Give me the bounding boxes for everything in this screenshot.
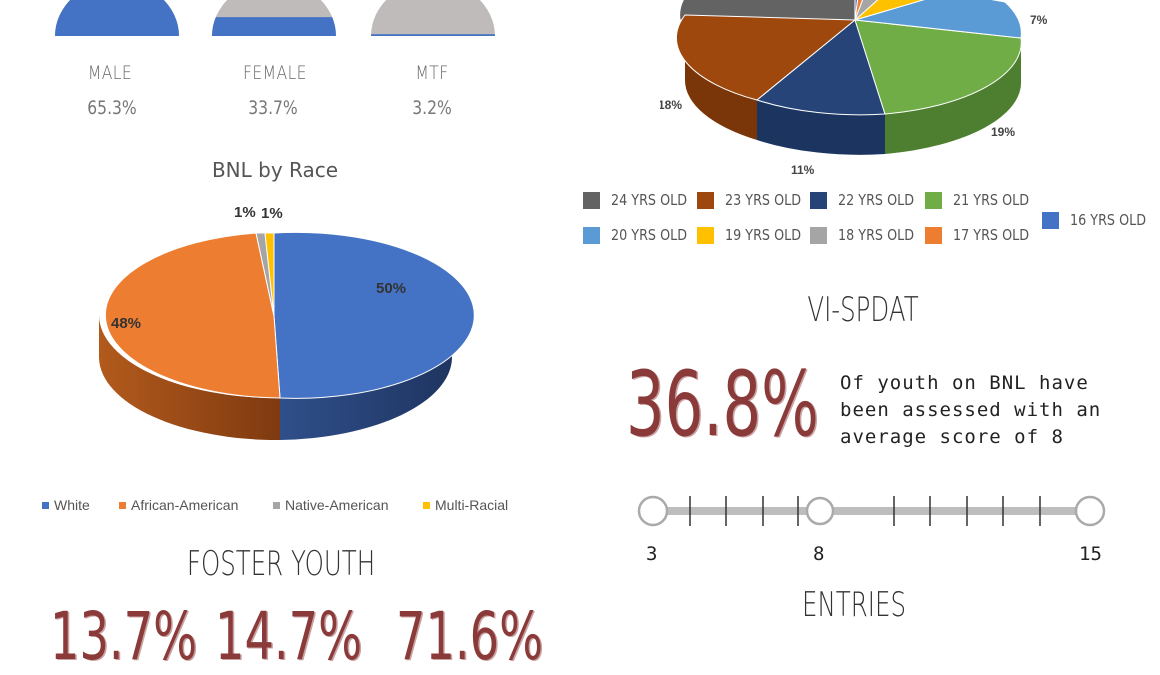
legend-swatch-icon — [119, 501, 126, 509]
scale-max-label: 15 — [1079, 543, 1102, 565]
entries-title: ENTRIES — [802, 585, 906, 625]
age-legend-19: 19 YRS OLD — [697, 226, 814, 244]
race-slice-multi-racial — [264, 232, 275, 317]
gender-fill-male — [55, 0, 179, 36]
legend-swatch-icon — [42, 501, 49, 509]
scale-max-marker — [1074, 495, 1106, 527]
race-slice-african-american — [104, 232, 281, 399]
age-slice-21 — [854, 19, 1022, 115]
gender-value-female: 33.7% — [248, 97, 298, 119]
age-legend-24: 24 YRS OLD — [583, 191, 700, 209]
gender-label-male: MALE — [87, 62, 133, 84]
gender-value-male: 65.3% — [87, 97, 137, 119]
age-side-23 — [684, 40, 757, 140]
race-legend-multi-racial: Multi-Racial — [423, 497, 508, 513]
vispdat-description: Of youth on BNL have been assessed with … — [840, 370, 1101, 451]
age-pie-chart: 18% 11% 19% 7% — [660, 0, 1048, 177]
age-legend-23: 23 YRS OLD — [697, 191, 814, 209]
age-slice-16 — [854, 0, 859, 21]
vispdat-description-line: average score of 8 — [840, 426, 1064, 448]
vispdat-description-line: Of youth on BNL have — [840, 372, 1089, 394]
scale-average-marker — [805, 496, 835, 526]
legend-swatch-icon — [810, 226, 827, 244]
vispdat-description-line: been assessed with an — [840, 399, 1102, 421]
legend-swatch-icon — [925, 191, 942, 209]
scale-mid-label: 8 — [813, 543, 825, 565]
gender-label-mtf: MTF — [415, 62, 449, 84]
age-slice-22 — [755, 19, 886, 116]
legend-swatch-icon — [423, 501, 430, 509]
legend-swatch-icon — [697, 191, 714, 209]
age-slice-20 — [854, 0, 1022, 39]
foster-stat-3: 71.6% — [396, 598, 544, 675]
legend-swatch-icon — [697, 226, 714, 244]
legend-swatch-icon — [1042, 211, 1059, 229]
age-legend-17: 17 YRS OLD — [925, 226, 1042, 244]
age-legend-16: 16 YRS OLD — [1042, 211, 1159, 229]
race-label-african-american: 48% — [111, 315, 141, 332]
scale-min-marker — [637, 495, 669, 527]
race-label-white: 50% — [376, 280, 406, 297]
age-legend-22: 22 YRS OLD — [810, 191, 927, 209]
gender-fill-female — [212, 17, 336, 36]
age-legend-21: 21 YRS OLD — [925, 191, 1042, 209]
vispdat-title: VI-SPDAT — [807, 290, 919, 330]
race-legend-native-american: Native-American — [273, 497, 388, 513]
legend-swatch-icon — [583, 226, 600, 244]
age-legend-18: 18 YRS OLD — [810, 226, 927, 244]
legend-swatch-icon — [925, 226, 942, 244]
gender-value-mtf: 3.2% — [412, 97, 452, 119]
age-legend-20: 20 YRS OLD — [583, 226, 700, 244]
race-pie-chart: 50% 48% 1% 1% — [99, 204, 475, 441]
gender-label-female: FEMALE — [243, 62, 307, 84]
legend-swatch-icon — [810, 191, 827, 209]
legend-swatch-icon — [273, 501, 280, 509]
age-label-20: 7% — [1030, 13, 1048, 27]
race-label-native-american: 1% — [234, 204, 256, 221]
race-label-multi-racial: 1% — [261, 205, 283, 222]
race-legend-african-american: African-American — [119, 497, 238, 513]
foster-youth-title: FOSTER YOUTH — [186, 544, 376, 584]
foster-stat-2: 14.7% — [215, 598, 363, 675]
gender-fill-mtf — [371, 34, 495, 36]
foster-stat-1: 13.7% — [50, 598, 198, 675]
age-label-22: 11% — [791, 163, 815, 177]
scale-min-label: 3 — [646, 543, 658, 565]
race-chart-title: BNL by Race — [211, 158, 339, 182]
race-slice-white — [273, 231, 475, 399]
age-slice-23 — [675, 14, 857, 101]
legend-swatch-icon — [583, 191, 600, 209]
vispdat-score-scale — [637, 495, 1106, 527]
gender-bars — [55, 0, 495, 36]
age-label-23: 18% — [660, 98, 682, 112]
age-side-21 — [885, 40, 1022, 154]
age-label-21: 19% — [991, 125, 1015, 139]
age-side-22 — [757, 100, 885, 155]
race-legend-white: White — [42, 497, 90, 513]
vispdat-stat: 36.8% — [626, 352, 819, 457]
race-side-african-american — [99, 316, 280, 441]
race-side-white — [280, 316, 452, 440]
age-slice-24 — [679, 0, 856, 21]
